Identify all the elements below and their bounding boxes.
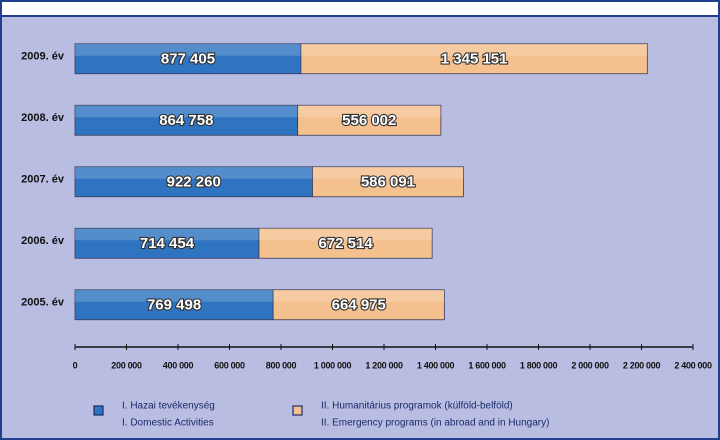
category-label: 2008. év bbox=[21, 112, 65, 124]
bar-segment bbox=[74, 289, 274, 321]
category-label: 2009. év bbox=[21, 51, 65, 63]
bar-shine bbox=[258, 228, 433, 241]
x-tick-label: 600 000 bbox=[214, 360, 245, 370]
value-label: 769 498 bbox=[147, 297, 201, 314]
value-label: 864 758 bbox=[159, 112, 213, 129]
x-tick-label: 2 000 000 bbox=[571, 360, 609, 370]
x-tick-label: 1 000 000 bbox=[314, 360, 352, 370]
value-label: 664 975 bbox=[332, 297, 386, 314]
legend-sublabel: I. Domestic Activities bbox=[122, 418, 214, 429]
bar-shine bbox=[75, 43, 301, 56]
value-label: 672 514 bbox=[318, 235, 373, 252]
x-tick-label: 800 000 bbox=[266, 360, 297, 370]
x-tick-label: 2 400 000 bbox=[674, 360, 712, 370]
category-label: 2007. év bbox=[21, 174, 65, 186]
x-tick-label: 1 600 000 bbox=[468, 360, 506, 370]
bar-shine bbox=[312, 166, 464, 179]
legend-swatch bbox=[93, 405, 104, 416]
category-label: 2005. év bbox=[21, 297, 65, 309]
bar-shine bbox=[75, 289, 274, 302]
legend-swatch bbox=[292, 405, 303, 416]
legend-label: II. Humanitárius programok (külföld-belf… bbox=[321, 401, 513, 412]
legend-sublabel: II. Emergency programs (in abroad and in… bbox=[321, 418, 549, 429]
bar-shine bbox=[273, 289, 445, 302]
value-label: 586 091 bbox=[361, 174, 415, 191]
bar-shine bbox=[75, 228, 259, 241]
value-label: 922 260 bbox=[167, 174, 221, 191]
legend-label: I. Hazai tevékenység bbox=[122, 401, 215, 412]
x-tick-label: 1 800 000 bbox=[520, 360, 558, 370]
x-tick-label: 2 200 000 bbox=[623, 360, 661, 370]
bar-shine bbox=[300, 43, 648, 56]
bar-segment bbox=[272, 289, 445, 321]
x-tick-label: 1 400 000 bbox=[417, 360, 455, 370]
top-band bbox=[0, 0, 720, 16]
category-label: 2006. év bbox=[21, 235, 65, 247]
value-label: 877 405 bbox=[161, 51, 215, 68]
bar-shine bbox=[75, 166, 313, 179]
x-tick-label: 400 000 bbox=[163, 360, 194, 370]
x-tick-label: 0 bbox=[73, 360, 78, 370]
bar-segment bbox=[300, 43, 648, 75]
bar-segment bbox=[297, 104, 442, 136]
value-label: 556 002 bbox=[342, 112, 396, 129]
bar-shine bbox=[75, 105, 298, 118]
value-label: 714 454 bbox=[140, 235, 195, 252]
x-tick-label: 200 000 bbox=[111, 360, 142, 370]
value-label: 1 345 151 bbox=[441, 51, 508, 68]
bar-segment bbox=[74, 227, 260, 259]
bar-segment bbox=[258, 227, 433, 259]
bar-shine bbox=[297, 105, 441, 118]
x-tick-label: 1 200 000 bbox=[365, 360, 403, 370]
bar-segment bbox=[312, 166, 464, 198]
